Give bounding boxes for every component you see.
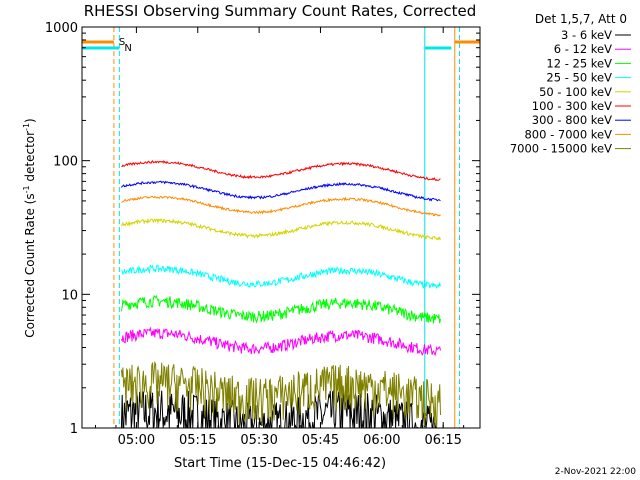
y-axis-label-sup1: -1 (22, 185, 31, 193)
x-tick-label-0: 05:00 (118, 433, 155, 448)
series-layer (120, 160, 441, 428)
y-axis-label: Corrected Count Rate (s-1 detector-1) (22, 118, 37, 337)
y-tick-label-0: 1 (70, 422, 78, 437)
series-line-5 (121, 160, 441, 182)
legend-title: Det 1,5,7, Att 0 (535, 12, 627, 26)
series-line-3 (121, 264, 441, 290)
y-axis-label-end: ) (23, 118, 37, 123)
legend-label-6: 300 - 800 keV (532, 113, 612, 127)
x-axis-label: Start Time (15-Dec-15 04:46:42) (174, 456, 386, 471)
footer-date: 2-Nov-2021 22:00 (555, 467, 637, 477)
y-tick-label-3: 1000 (45, 21, 78, 36)
flags-layer: SN (82, 37, 480, 54)
series-line-7 (121, 195, 441, 217)
series-line-0 (120, 389, 441, 428)
series-line-4 (120, 217, 441, 241)
legend-label-0: 3 - 6 keV (561, 28, 612, 42)
series-line-1 (120, 326, 441, 357)
x-tick-label-4: 06:00 (363, 433, 400, 448)
x-tick-label-5: 06:15 (424, 433, 461, 448)
x-tick-label-2: 05:30 (240, 433, 277, 448)
legend-label-7: 800 - 7000 keV (524, 127, 612, 141)
series-line-6 (120, 180, 441, 202)
plot-frame (81, 26, 481, 429)
time-markers (113, 27, 461, 428)
flag-label-N: N (124, 43, 131, 54)
legend-label-5: 100 - 300 keV (532, 99, 612, 113)
y-axis: 1 10 100 1000 (45, 21, 480, 437)
y-axis-label-main: Corrected Count Rate (s (23, 193, 37, 337)
legend-label-8: 7000 - 15000 keV (510, 142, 612, 156)
x-tick-label-3: 05:45 (302, 433, 339, 448)
legend-label-2: 12 - 25 keV (546, 56, 612, 70)
chart-title: RHESSI Observing Summary Count Rates, Co… (84, 2, 477, 20)
series-line-2 (120, 294, 441, 324)
y-axis-label-sup2: -1 (22, 123, 31, 131)
x-axis: 05:00 05:15 05:30 05:45 06:00 06:15 (94, 27, 465, 448)
legend-label-3: 25 - 50 keV (546, 71, 612, 85)
y-axis-label-mid: detector (23, 131, 37, 186)
y-tick-label-1: 10 (61, 288, 78, 303)
legend-label-4: 50 - 100 keV (539, 85, 612, 99)
flag-label-S: S (119, 37, 125, 48)
x-tick-label-1: 05:15 (179, 433, 216, 448)
legend-label-1: 6 - 12 keV (554, 42, 612, 56)
series-line-8 (120, 360, 441, 428)
y-tick-label-2: 100 (53, 155, 78, 170)
